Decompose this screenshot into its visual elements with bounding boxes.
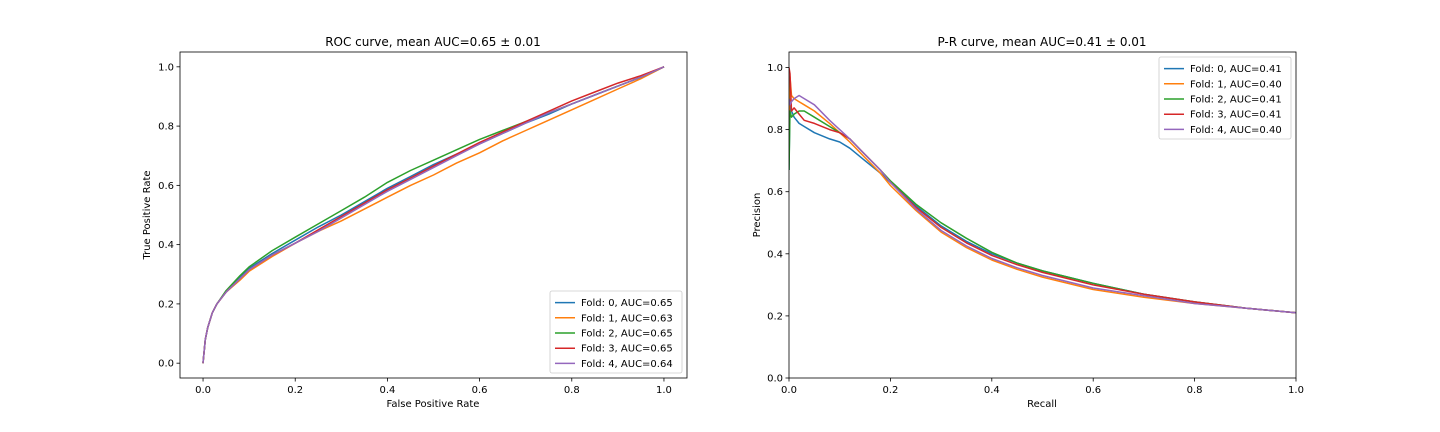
roc-y-tick-label: 0.4 bbox=[158, 240, 174, 251]
roc-plot-frame bbox=[179, 51, 688, 379]
roc-legend-label-0: Fold: 0, AUC=0.65 bbox=[581, 298, 673, 309]
pr-legend-label-1: Fold: 1, AUC=0.40 bbox=[1190, 79, 1282, 90]
pr-plot-frame bbox=[788, 51, 1297, 379]
pr-x-axis-label: Recall bbox=[1027, 399, 1057, 410]
roc-x-tick-label: 0.2 bbox=[287, 385, 303, 396]
roc-legend-box bbox=[549, 290, 683, 374]
pr-y-tick-label: 0.4 bbox=[767, 249, 783, 260]
pr-legend-label-2: Fold: 2, AUC=0.41 bbox=[1190, 95, 1282, 106]
roc-x-tick-label: 1.0 bbox=[656, 385, 672, 396]
pr-legend-label-3: Fold: 3, AUC=0.41 bbox=[1190, 110, 1282, 121]
roc-x-tick-label: 0.0 bbox=[195, 385, 211, 396]
pr-x-tick-label: 0.2 bbox=[882, 385, 898, 396]
roc-legend-label-4: Fold: 4, AUC=0.64 bbox=[581, 359, 673, 370]
pr-x-tick-label: 0.4 bbox=[984, 385, 1000, 396]
pr-legend-label-0: Fold: 0, AUC=0.41 bbox=[1190, 64, 1282, 75]
roc-x-tick-label: 0.8 bbox=[564, 385, 580, 396]
roc-legend-label-2: Fold: 2, AUC=0.65 bbox=[581, 329, 673, 340]
roc-y-tick-label: 0.8 bbox=[158, 122, 174, 133]
pr-series-group bbox=[789, 67, 1296, 314]
pr-chart-title: P-R curve, mean AUC=0.41 ± 0.01 bbox=[937, 35, 1146, 49]
pr-y-tick-label: 0.0 bbox=[767, 374, 783, 385]
pr-y-tick-label: 0.2 bbox=[767, 311, 783, 322]
pr-x-tick-label: 0.6 bbox=[1085, 385, 1101, 396]
pr-chart: P-R curve, mean AUC=0.41 ± 0.01 Recall P… bbox=[752, 35, 1304, 410]
roc-y-tick-label: 0.6 bbox=[158, 181, 174, 192]
pr-y-tick-label: 1.0 bbox=[767, 63, 783, 74]
roc-x-tick-label: 0.4 bbox=[379, 385, 395, 396]
pr-y-tick-label: 0.8 bbox=[767, 125, 783, 136]
pr-x-tick-label: 0.8 bbox=[1187, 385, 1203, 396]
roc-series-group bbox=[202, 66, 665, 364]
pr-series-line-4 bbox=[789, 94, 1296, 314]
pr-series-line-1 bbox=[789, 76, 1296, 314]
roc-y-tick-label: 0.2 bbox=[158, 299, 174, 310]
roc-series-line-4 bbox=[202, 66, 665, 364]
pr-legend-box bbox=[1158, 56, 1292, 140]
roc-x-axis-label: False Positive Rate bbox=[387, 399, 480, 410]
roc-legend-label-3: Fold: 3, AUC=0.65 bbox=[581, 344, 673, 355]
roc-chart-title: ROC curve, mean AUC=0.65 ± 0.01 bbox=[325, 35, 541, 49]
roc-y-tick-label: 0.0 bbox=[158, 359, 174, 370]
roc-y-axis-label: True Positive Rate bbox=[142, 170, 153, 260]
pr-legend: Fold: 0, AUC=0.41 Fold: 1, AUC=0.40 Fold: … bbox=[1158, 56, 1292, 140]
pr-x-tick-label: 0.0 bbox=[781, 385, 797, 396]
roc-chart: ROC curve, mean AUC=0.65 ± 0.01 False Po… bbox=[142, 35, 688, 410]
roc-y-tick-label: 1.0 bbox=[158, 62, 174, 73]
roc-legend-label-1: Fold: 1, AUC=0.63 bbox=[581, 313, 673, 324]
roc-legend: Fold: 0, AUC=0.65 Fold: 1, AUC=0.63 Fold: … bbox=[549, 290, 683, 374]
roc-x-tick-label: 0.6 bbox=[472, 385, 488, 396]
pr-y-axis-label: Precision bbox=[752, 193, 763, 238]
pr-x-tick-label: 1.0 bbox=[1288, 385, 1304, 396]
pr-legend-label-4: Fold: 4, AUC=0.40 bbox=[1190, 125, 1282, 136]
pr-y-tick-label: 0.6 bbox=[767, 187, 783, 198]
